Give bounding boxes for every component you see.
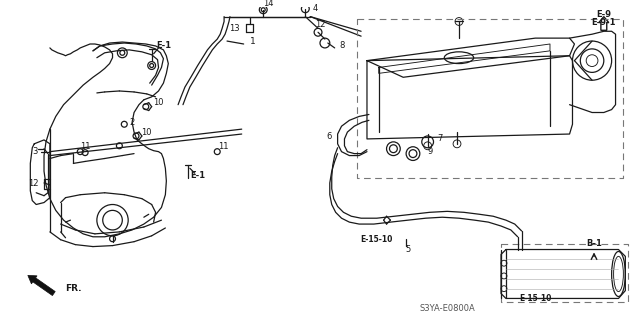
Text: B-1: B-1 bbox=[586, 239, 602, 248]
Text: E-9: E-9 bbox=[596, 10, 611, 19]
Text: S3YA-E0800A: S3YA-E0800A bbox=[419, 304, 475, 313]
Text: E-15-10: E-15-10 bbox=[519, 294, 552, 303]
Text: 11: 11 bbox=[218, 142, 228, 151]
Text: FR.: FR. bbox=[65, 284, 82, 293]
Text: 5: 5 bbox=[406, 245, 411, 254]
Text: 10: 10 bbox=[153, 98, 164, 107]
Text: 4: 4 bbox=[312, 4, 317, 13]
Text: 7: 7 bbox=[437, 134, 443, 144]
Text: 13: 13 bbox=[229, 24, 240, 33]
Text: E-1: E-1 bbox=[156, 41, 171, 50]
Text: 11: 11 bbox=[80, 142, 90, 151]
Text: 12: 12 bbox=[315, 20, 325, 29]
Text: 12: 12 bbox=[28, 180, 38, 189]
Text: E-9-1: E-9-1 bbox=[591, 18, 616, 27]
Text: E-1: E-1 bbox=[190, 171, 205, 180]
Text: 10: 10 bbox=[141, 128, 152, 137]
Text: E-15-10: E-15-10 bbox=[360, 235, 393, 244]
FancyArrow shape bbox=[28, 275, 55, 296]
Text: 2: 2 bbox=[129, 118, 135, 127]
Text: 1: 1 bbox=[250, 37, 255, 46]
Text: 9: 9 bbox=[428, 147, 433, 156]
Text: 6: 6 bbox=[326, 132, 332, 141]
Text: 8: 8 bbox=[340, 41, 345, 50]
Text: 14: 14 bbox=[263, 0, 274, 8]
Text: 3: 3 bbox=[33, 147, 38, 156]
